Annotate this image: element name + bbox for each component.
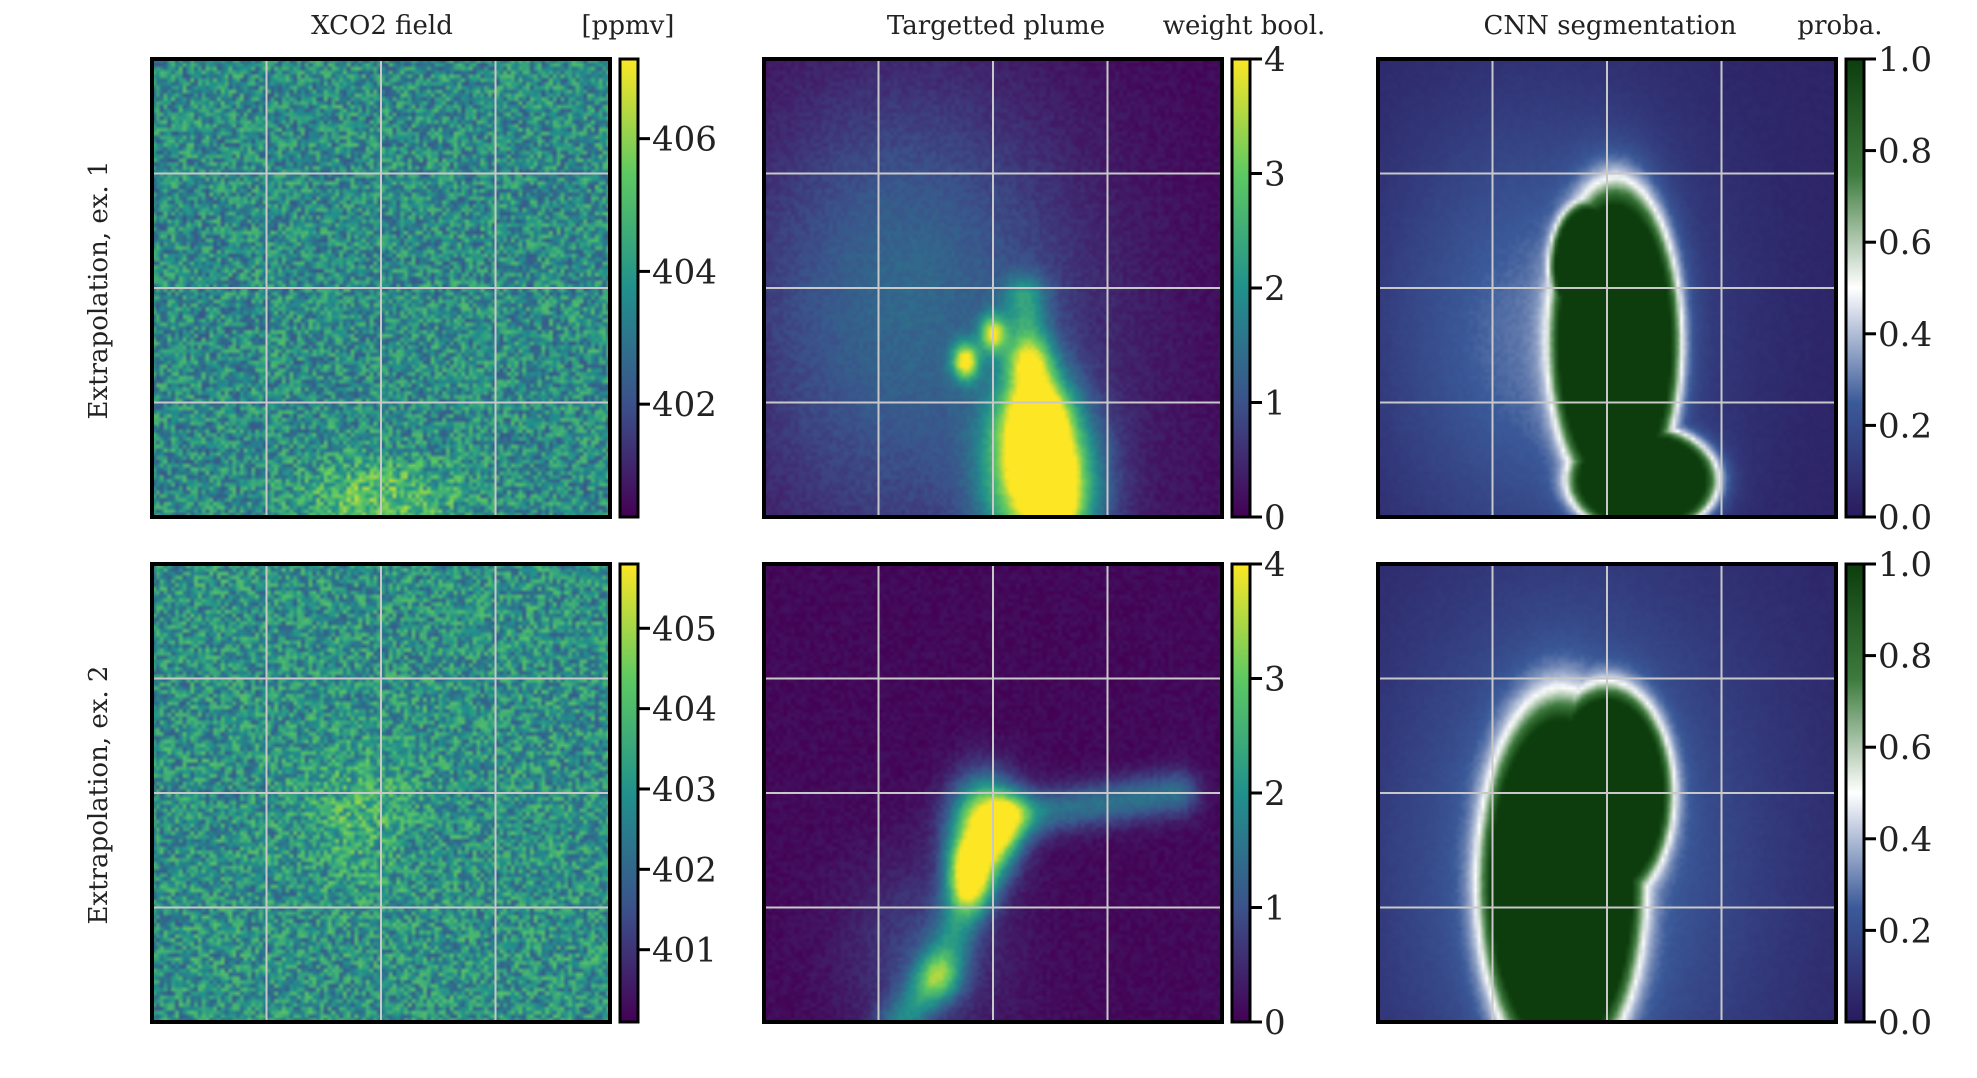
- panel-r1c2-colorbar-tick-label: 0: [1264, 498, 1286, 538]
- colorbar-title-proba: proba.: [1797, 11, 1882, 41]
- panel-r2c3-colorbar-tick-label: 0.2: [1878, 911, 1932, 951]
- panel-r2c1-colorbar-tick-label: 402: [652, 850, 717, 890]
- panel-r1c2-colorbar-tick-label: 3: [1264, 155, 1286, 195]
- panel-r1c3-colorbar: [1844, 57, 1866, 519]
- panel-r1c2-frame: [762, 57, 1224, 519]
- panel-r1c3-colorbar-tick-label: 1.0: [1878, 40, 1932, 80]
- colorbar-title-ppmv: [ppmv]: [582, 11, 675, 41]
- panel-r1c3-colorbar-tick-label: 0.4: [1878, 315, 1932, 355]
- panel-r2c3-colorbar-tick-label: 1.0: [1878, 545, 1932, 585]
- panel-r1c3-frame: [1376, 57, 1838, 519]
- panel-r2c3-colorbar: [1844, 562, 1866, 1024]
- panel-r2c1-colorbar-tick-label: 405: [652, 609, 717, 649]
- col-title-plume: Targetted plume: [887, 11, 1105, 41]
- row-label-ex1: Extrapolation, ex. 1: [84, 161, 114, 420]
- panel-r2c2-colorbar-tick-label: 0: [1264, 1003, 1286, 1043]
- panel-r1c1-colorbar-tick-label: 402: [652, 385, 717, 425]
- panel-r1c3-colorbar-tick-label: 0.2: [1878, 406, 1932, 446]
- panel-r2c2-colorbar-tick-label: 4: [1264, 545, 1286, 585]
- panel-r1c1-colorbar-tick-label: 404: [652, 252, 717, 292]
- panel-r2c2-colorbar-tick-label: 2: [1264, 774, 1286, 814]
- panel-r2c1-colorbar: [618, 562, 640, 1024]
- panel-r1c3-colorbar-tick-label: 0.6: [1878, 223, 1932, 263]
- panel-r2c1-frame: [150, 562, 612, 1024]
- panels: 402404406012340.00.20.40.60.81.040140240…: [150, 40, 1932, 1043]
- panel-r1c2-colorbar: [1230, 57, 1252, 519]
- panel-r1c2-colorbar-tick-label: 2: [1264, 269, 1286, 309]
- panel-r1c1-colorbar-tick-label: 406: [652, 120, 717, 160]
- panel-r2c3-frame: [1376, 562, 1838, 1024]
- panel-r2c2-frame: [762, 562, 1224, 1024]
- col-title-segmentation: CNN segmentation: [1484, 11, 1737, 41]
- panel-r1c2-colorbar-tick-label: 1: [1264, 384, 1286, 424]
- panel-r2c1-colorbar-tick-label: 403: [652, 770, 717, 810]
- panel-r2c1-colorbar-tick-label: 404: [652, 690, 717, 730]
- panel-r1c1-colorbar: [618, 57, 640, 519]
- panel-r2c1-colorbar-tick-label: 401: [652, 931, 717, 971]
- row-label-ex2: Extrapolation, ex. 2: [84, 666, 114, 925]
- colorbar-title-weight: weight bool.: [1163, 11, 1326, 41]
- col-title-xco2: XCO2 field: [311, 11, 453, 41]
- panel-r1c1-frame: [150, 57, 612, 519]
- panel-r2c2-colorbar-tick-label: 3: [1264, 660, 1286, 700]
- panel-r1c3-colorbar-tick-label: 0.0: [1878, 498, 1932, 538]
- panel-r1c2-colorbar-tick-label: 4: [1264, 40, 1286, 80]
- panel-r2c2-colorbar-tick-label: 1: [1264, 889, 1286, 929]
- panel-r2c3-colorbar-tick-label: 0.4: [1878, 820, 1932, 860]
- panel-r1c3-colorbar-tick-label: 0.8: [1878, 132, 1932, 172]
- panel-r2c3-colorbar-tick-label: 0.6: [1878, 728, 1932, 768]
- panel-r2c3-colorbar-tick-label: 0.8: [1878, 637, 1932, 677]
- panel-r2c3-colorbar-tick-label: 0.0: [1878, 1003, 1932, 1043]
- panel-r2c2-colorbar: [1230, 562, 1252, 1024]
